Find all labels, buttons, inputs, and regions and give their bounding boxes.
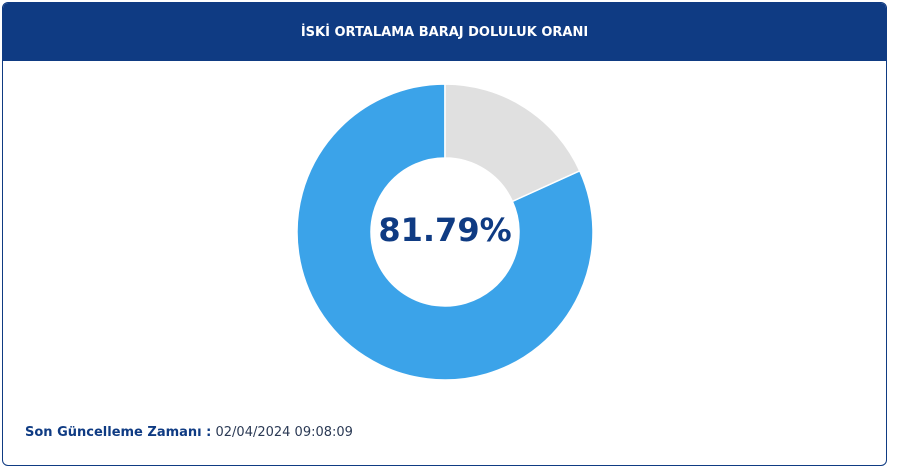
center-label: 81.79% xyxy=(378,211,511,249)
footer-label: Son Güncelleme Zamanı : xyxy=(25,425,212,440)
donut-segment xyxy=(444,83,581,203)
chart-title: İSKİ ORTALAMA BARAJ DOLULUK ORANI xyxy=(3,3,886,61)
donut-segment xyxy=(296,83,594,381)
card: İSKİ ORTALAMA BARAJ DOLULUK ORANI 81.79%… xyxy=(2,2,887,466)
footer: Son Güncelleme Zamanı : 02/04/2024 09:08… xyxy=(25,425,353,440)
footer-timestamp: 02/04/2024 09:08:09 xyxy=(215,425,353,440)
chart: 81.79% xyxy=(296,83,594,381)
